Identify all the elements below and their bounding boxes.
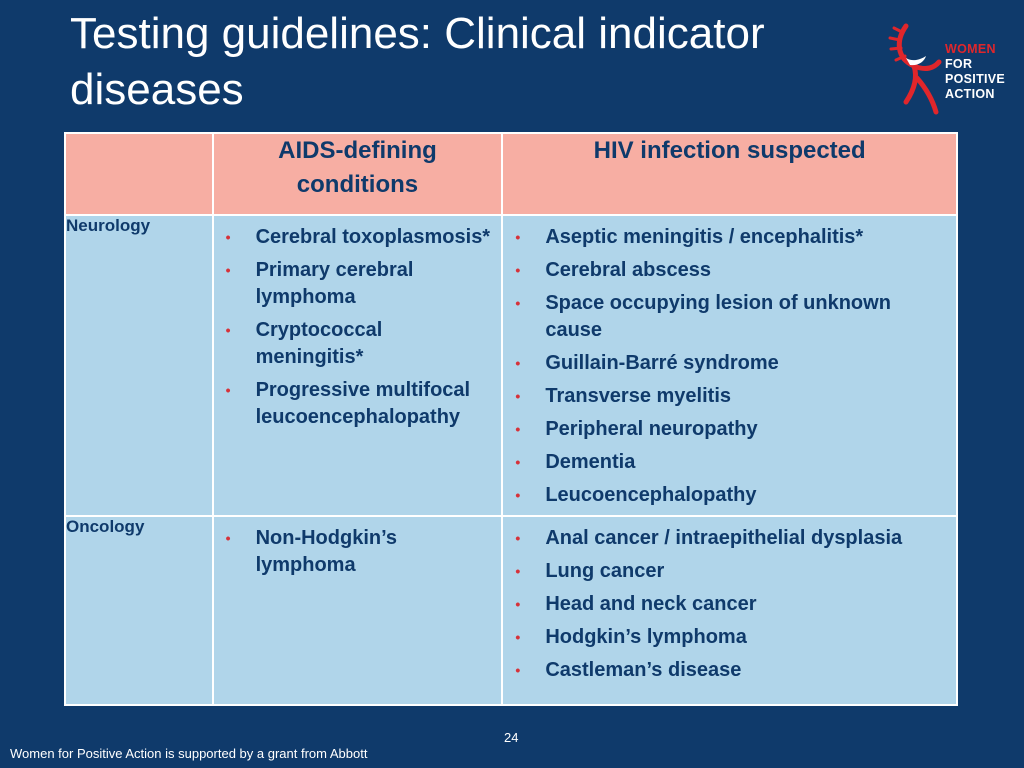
list-item: • Transverse myelitis [515,383,948,410]
oncology-aids-list: • Non-Hodgkin’s lymphoma [214,517,502,579]
list-item: • Dementia [515,449,948,476]
logo-line-women: WOMEN [945,42,996,56]
list-item-text: Transverse myelitis [545,385,732,407]
list-item: • Progressive multifocal leucoencephalopa… [226,377,494,431]
list-item: • Lung cancer [515,558,948,585]
logo-wordmark: WOMEN FOR POSITIVE ACTION [945,42,1005,102]
bullet-icon: • [515,530,521,546]
list-item: • Space occupying lesion of unknown cause [515,290,948,344]
bullet-icon: • [515,662,521,678]
bullet-icon: • [225,382,231,398]
bullet-icon: • [515,388,521,404]
bullet-icon: • [515,262,521,278]
bullet-icon: • [515,629,521,645]
list-item-text: Lung cancer [545,560,665,582]
list-item: • Non-Hodgkin’s lymphoma [226,525,494,579]
bullet-icon: • [515,295,521,311]
list-item-text: Dementia [545,451,636,473]
list-item: • Aseptic meningitis / encephalitis* [515,224,948,251]
list-item: • Peripheral neuropathy [515,416,948,443]
list-item: • Cerebral toxoplasmosis* [226,224,494,251]
list-item-text: Progressive multifocal leucoencephalopat… [255,379,471,428]
oncology-hiv-cell: • Anal cancer / intraepithelial dysplasia… [501,515,958,706]
clinical-indicator-table: AIDS-defining conditions HIV infection s… [64,132,958,706]
list-item-text: Non-Hodgkin’s lymphoma [255,527,398,576]
list-item: • Castleman’s disease [515,657,948,684]
list-item-text: Peripheral neuropathy [545,418,758,440]
bullet-icon: • [225,262,231,278]
page-number: 24 [504,730,519,745]
list-item-text: Head and neck cancer [545,593,757,615]
table-row: Neurology • Cerebral toxoplasmosis* • Prim… [64,214,958,517]
header-hiv-suspected: HIV infection suspected [501,132,958,216]
logo-line-positive: POSITIVE [945,72,1006,86]
row-label-oncology: Oncology [64,515,214,706]
list-item: • Leucoencephalopathy [515,482,948,509]
list-item-text: Cryptococcal meningitis* [255,319,383,368]
list-item-text: Leucoencephalopathy [545,484,757,506]
footer-note: Women for Positive Action is supported b… [10,746,368,761]
oncology-hiv-list: • Anal cancer / intraepithelial dysplasia… [503,517,956,684]
list-item: • Guillain-Barré syndrome [515,350,948,377]
list-item-text: Space occupying lesion of unknown cause [545,292,891,341]
list-item-text: Castleman’s disease [545,659,742,681]
bullet-icon: • [515,596,521,612]
list-item-text: Anal cancer / intraepithelial dysplasia [545,527,903,549]
bullet-icon: • [225,530,231,546]
list-item-text: Cerebral abscess [545,259,711,281]
neurology-aids-list: • Cerebral toxoplasmosis* • Primary cerebr… [214,216,502,431]
bullet-icon: • [515,487,521,503]
list-item: • Head and neck cancer [515,591,948,618]
table-row: Oncology • Non-Hodgkin’s lymphoma • Anal c… [64,515,958,706]
list-item-text: Cerebral toxoplasmosis* [255,226,491,248]
list-item: • Anal cancer / intraepithelial dysplasia [515,525,948,552]
women-for-positive-action-logo-icon [888,23,942,115]
bullet-icon: • [515,355,521,371]
list-item-text: Hodgkin’s lymphoma [545,626,747,648]
bullet-icon: • [225,322,231,338]
bullet-icon: • [515,454,521,470]
logo-line-action: ACTION [945,87,995,101]
bullet-icon: • [225,229,231,245]
bullet-icon: • [515,563,521,579]
neurology-hiv-list: • Aseptic meningitis / encephalitis* • Cer… [503,216,956,509]
table-header-row: AIDS-defining conditions HIV infection s… [64,132,958,216]
list-item: • Primary cerebral lymphoma [226,257,494,311]
oncology-aids-cell: • Non-Hodgkin’s lymphoma [211,515,504,706]
slide-title: Testing guidelines: Clinical indicator d… [70,9,765,114]
bullet-icon: • [515,421,521,437]
list-item-text: Primary cerebral lymphoma [255,259,414,308]
list-item-text: Aseptic meningitis / encephalitis* [545,226,864,248]
list-item-text: Guillain-Barré syndrome [545,352,779,374]
neurology-hiv-cell: • Aseptic meningitis / encephalitis* • Cer… [501,214,958,517]
list-item: • Cerebral abscess [515,257,948,284]
logo-line-for: FOR [945,57,973,71]
header-cell-empty [64,132,214,216]
neurology-aids-cell: • Cerebral toxoplasmosis* • Primary cerebr… [211,214,504,517]
header-aids-defining: AIDS-defining conditions [211,132,504,216]
bullet-icon: • [515,229,521,245]
list-item: • Cryptococcal meningitis* [226,317,494,371]
row-label-neurology: Neurology [64,214,214,517]
list-item: • Hodgkin’s lymphoma [515,624,948,651]
